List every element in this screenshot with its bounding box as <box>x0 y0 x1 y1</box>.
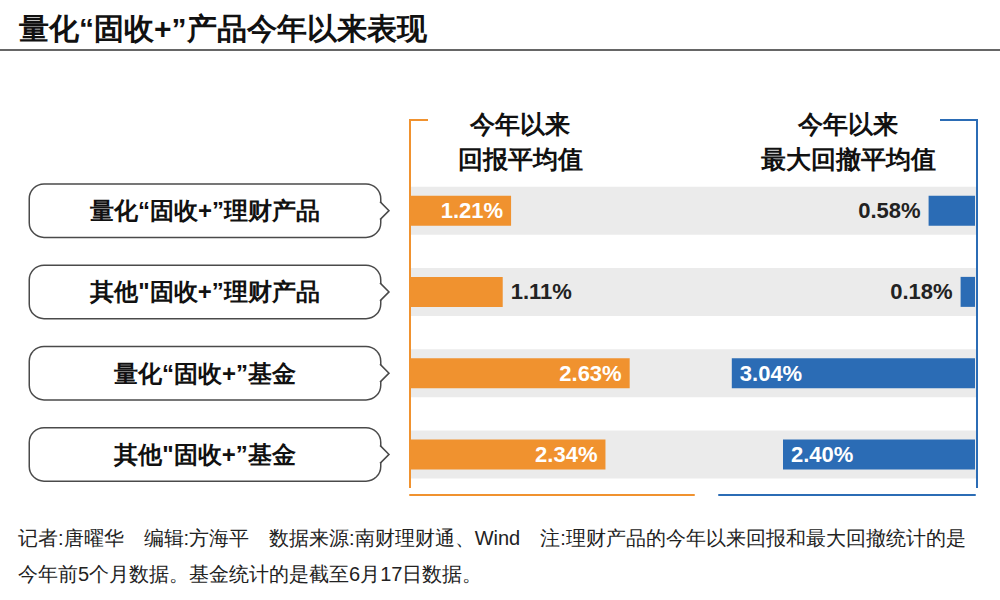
svg-text:2.63%: 2.63% <box>559 361 621 386</box>
svg-text:其他"固收+”理财产品: 其他"固收+”理财产品 <box>89 278 319 305</box>
svg-text:其他"固收+”基金: 其他"固收+”基金 <box>113 441 295 468</box>
svg-text:记者:唐曜华 编辑:方海平 数据来源:南财理财通、Wind: 记者:唐曜华 编辑:方海平 数据来源:南财理财通、Wind 注:理财产品的今年以… <box>18 527 966 549</box>
svg-text:1.21%: 1.21% <box>441 198 503 223</box>
svg-text:回报平均值: 回报平均值 <box>458 145 583 173</box>
svg-text:3.04%: 3.04% <box>740 361 802 386</box>
svg-text:量化“固收+”理财产品: 量化“固收+”理财产品 <box>89 197 320 224</box>
svg-text:0.18%: 0.18% <box>890 279 952 304</box>
svg-text:0.58%: 0.58% <box>858 198 920 223</box>
svg-text:1.11%: 1.11% <box>511 279 572 304</box>
svg-text:量化“固收+”基金: 量化“固收+”基金 <box>113 360 296 387</box>
svg-text:今年以来: 今年以来 <box>797 110 898 138</box>
svg-text:2.34%: 2.34% <box>535 442 597 467</box>
svg-text:最大回撤平均值: 最大回撤平均值 <box>760 145 936 173</box>
svg-text:今年前5个月数据。基金统计的是截至6月17日数据。: 今年前5个月数据。基金统计的是截至6月17日数据。 <box>18 563 483 585</box>
svg-text:今年以来: 今年以来 <box>469 110 570 138</box>
svg-text:2.40%: 2.40% <box>791 442 853 467</box>
svg-text:量化“固收+”产品今年以来表现: 量化“固收+”产品今年以来表现 <box>19 12 428 45</box>
